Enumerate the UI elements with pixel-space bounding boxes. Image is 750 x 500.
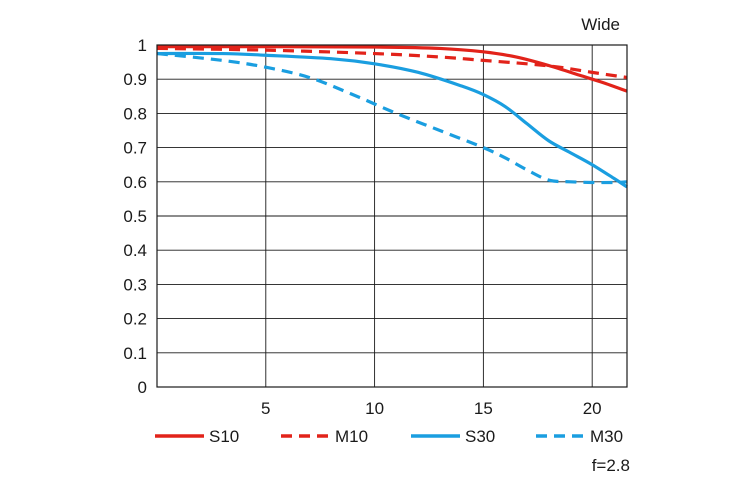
y-tick-label: 0 [138, 378, 147, 397]
y-tick-label: 0.1 [123, 344, 147, 363]
series-line-s10 [156, 45, 628, 93]
chart-title: Wide [581, 15, 620, 34]
series-lines [156, 45, 628, 189]
y-tick-label: 0.4 [123, 241, 147, 260]
legend-label-m10: M10 [335, 427, 368, 446]
x-tick-label: 20 [583, 399, 602, 418]
y-tick-labels: 0 0.1 0.2 0.3 0.4 0.5 0.6 0.7 0.8 0.9 1 [123, 36, 147, 397]
plot-frame [156, 44, 628, 388]
x-tick-label: 5 [261, 399, 270, 418]
y-tick-label: 0.5 [123, 207, 147, 226]
x-tick-labels: 5 10 15 20 [261, 399, 602, 418]
y-tick-label: 0.2 [123, 310, 147, 329]
legend-label-m30: M30 [590, 427, 623, 446]
series-line-m30 [156, 51, 628, 185]
y-tick-label: 0.7 [123, 139, 147, 158]
x-tick-label: 10 [365, 399, 384, 418]
y-tick-label: 0.8 [123, 104, 147, 123]
aperture-footnote: f=2.8 [592, 456, 630, 475]
series-line-s30 [156, 51, 628, 189]
legend: S10 M10 S30 M30 [155, 427, 623, 446]
series-line-m10 [156, 46, 628, 80]
y-tick-label: 0.9 [123, 70, 147, 89]
y-tick-label: 0.6 [123, 173, 147, 192]
legend-label-s30: S30 [465, 427, 495, 446]
grid-lines [157, 44, 627, 388]
y-tick-label: 1 [138, 36, 147, 55]
y-tick-label: 0.3 [123, 275, 147, 294]
legend-label-s10: S10 [209, 427, 239, 446]
x-tick-label: 15 [474, 399, 493, 418]
